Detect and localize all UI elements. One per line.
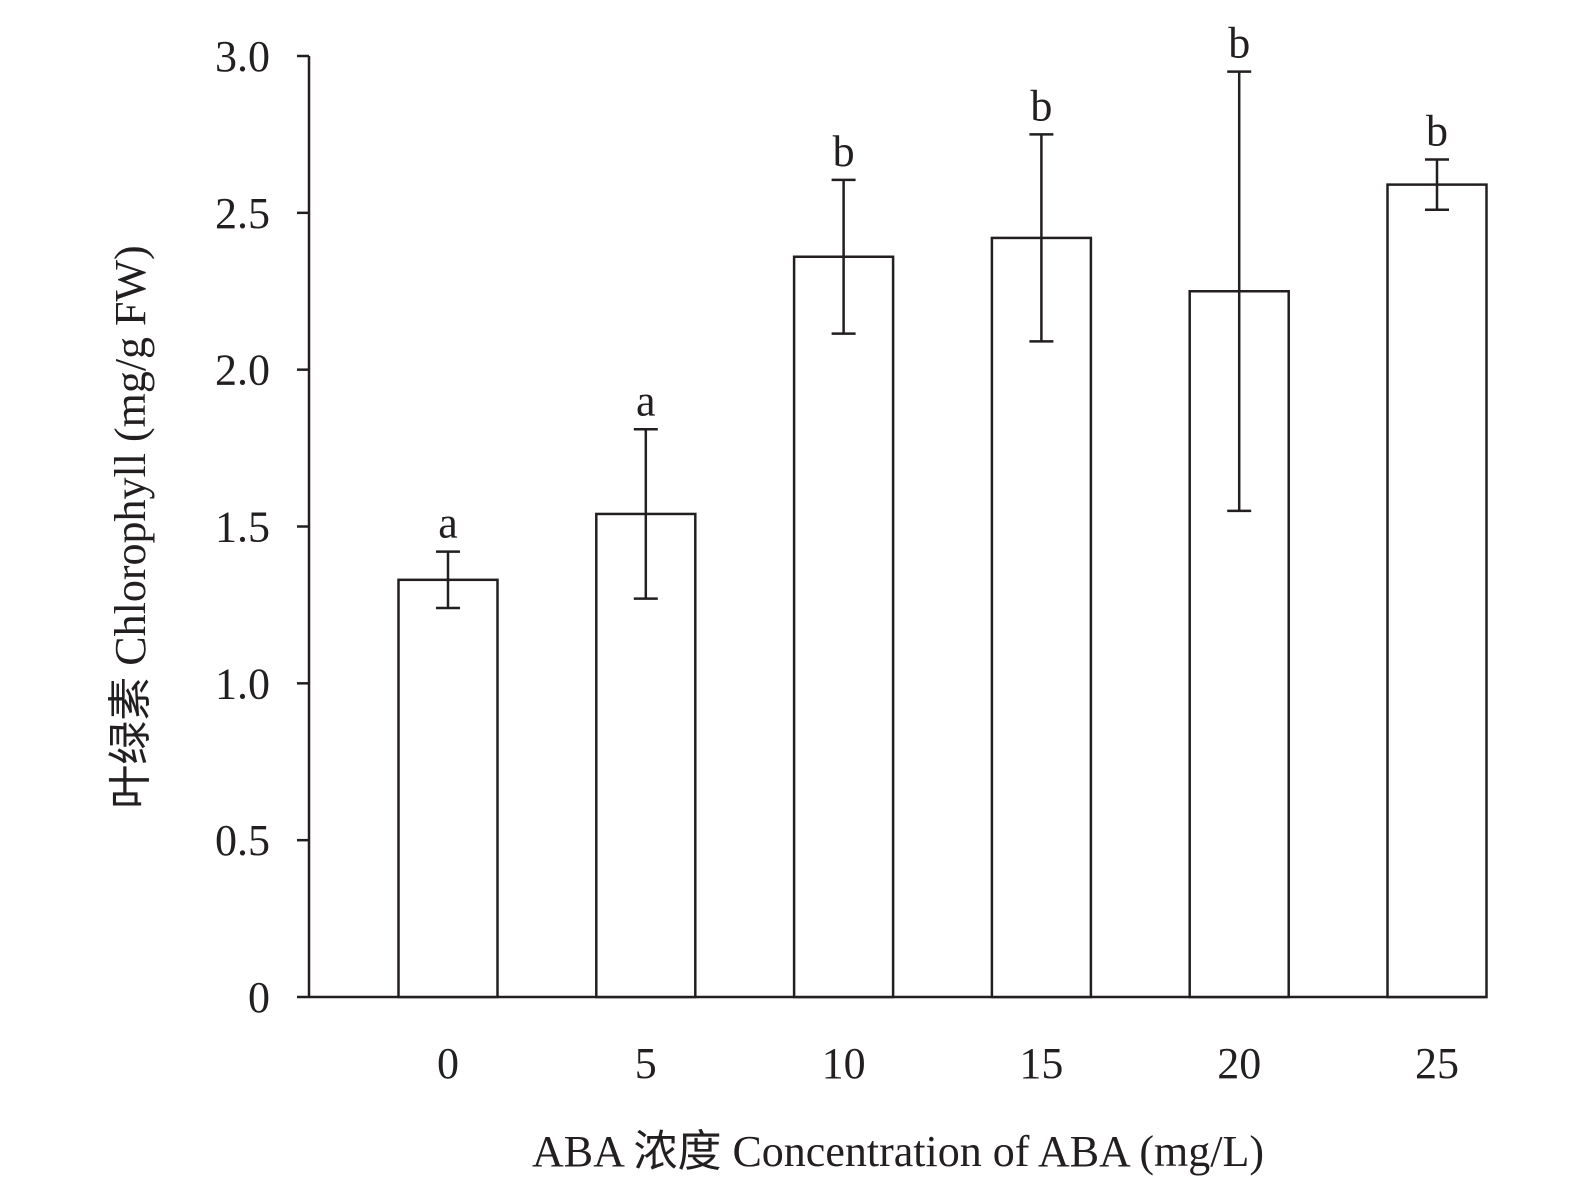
y-tick-label: 0.5 bbox=[215, 816, 270, 865]
y-tick-label: 2.5 bbox=[215, 189, 270, 238]
x-tick-label: 20 bbox=[1217, 1039, 1261, 1088]
y-axis-label: 叶绿素 Chlorophyll (mg/g FW) bbox=[106, 245, 155, 808]
x-tick-label: 25 bbox=[1415, 1039, 1459, 1088]
significance-letter: b bbox=[833, 127, 855, 176]
x-axis-label: ABA 浓度 Concentration of ABA (mg/L) bbox=[532, 1127, 1264, 1176]
significance-letter: b bbox=[1030, 81, 1052, 130]
y-tick-label: 1.5 bbox=[215, 503, 270, 552]
x-tick-label: 10 bbox=[822, 1039, 866, 1088]
significance-letter: a bbox=[438, 499, 458, 548]
bar-10 bbox=[792, 255, 895, 999]
x-tick-label: 0 bbox=[437, 1039, 459, 1088]
significance-letter: b bbox=[1426, 107, 1448, 156]
y-tick-label: 1.0 bbox=[215, 659, 270, 708]
y-tick-label: 3.0 bbox=[215, 32, 270, 81]
bar-25 bbox=[1386, 183, 1488, 999]
y-tick-label: 0 bbox=[248, 973, 270, 1022]
bar-0 bbox=[397, 578, 499, 999]
x-tick-label: 5 bbox=[635, 1039, 657, 1088]
axes: 0 0.5 1.0 1.5 2.0 2.5 3.0 0 5 10 15 20 25 bbox=[215, 32, 1487, 1088]
y-tick-label: 2.0 bbox=[215, 346, 270, 395]
bar-15 bbox=[990, 236, 1093, 999]
x-tick-label: 15 bbox=[1019, 1039, 1063, 1088]
significance-letter: b bbox=[1228, 19, 1250, 68]
bars: a a b b b b bbox=[397, 19, 1488, 999]
significance-letter: a bbox=[636, 376, 656, 425]
